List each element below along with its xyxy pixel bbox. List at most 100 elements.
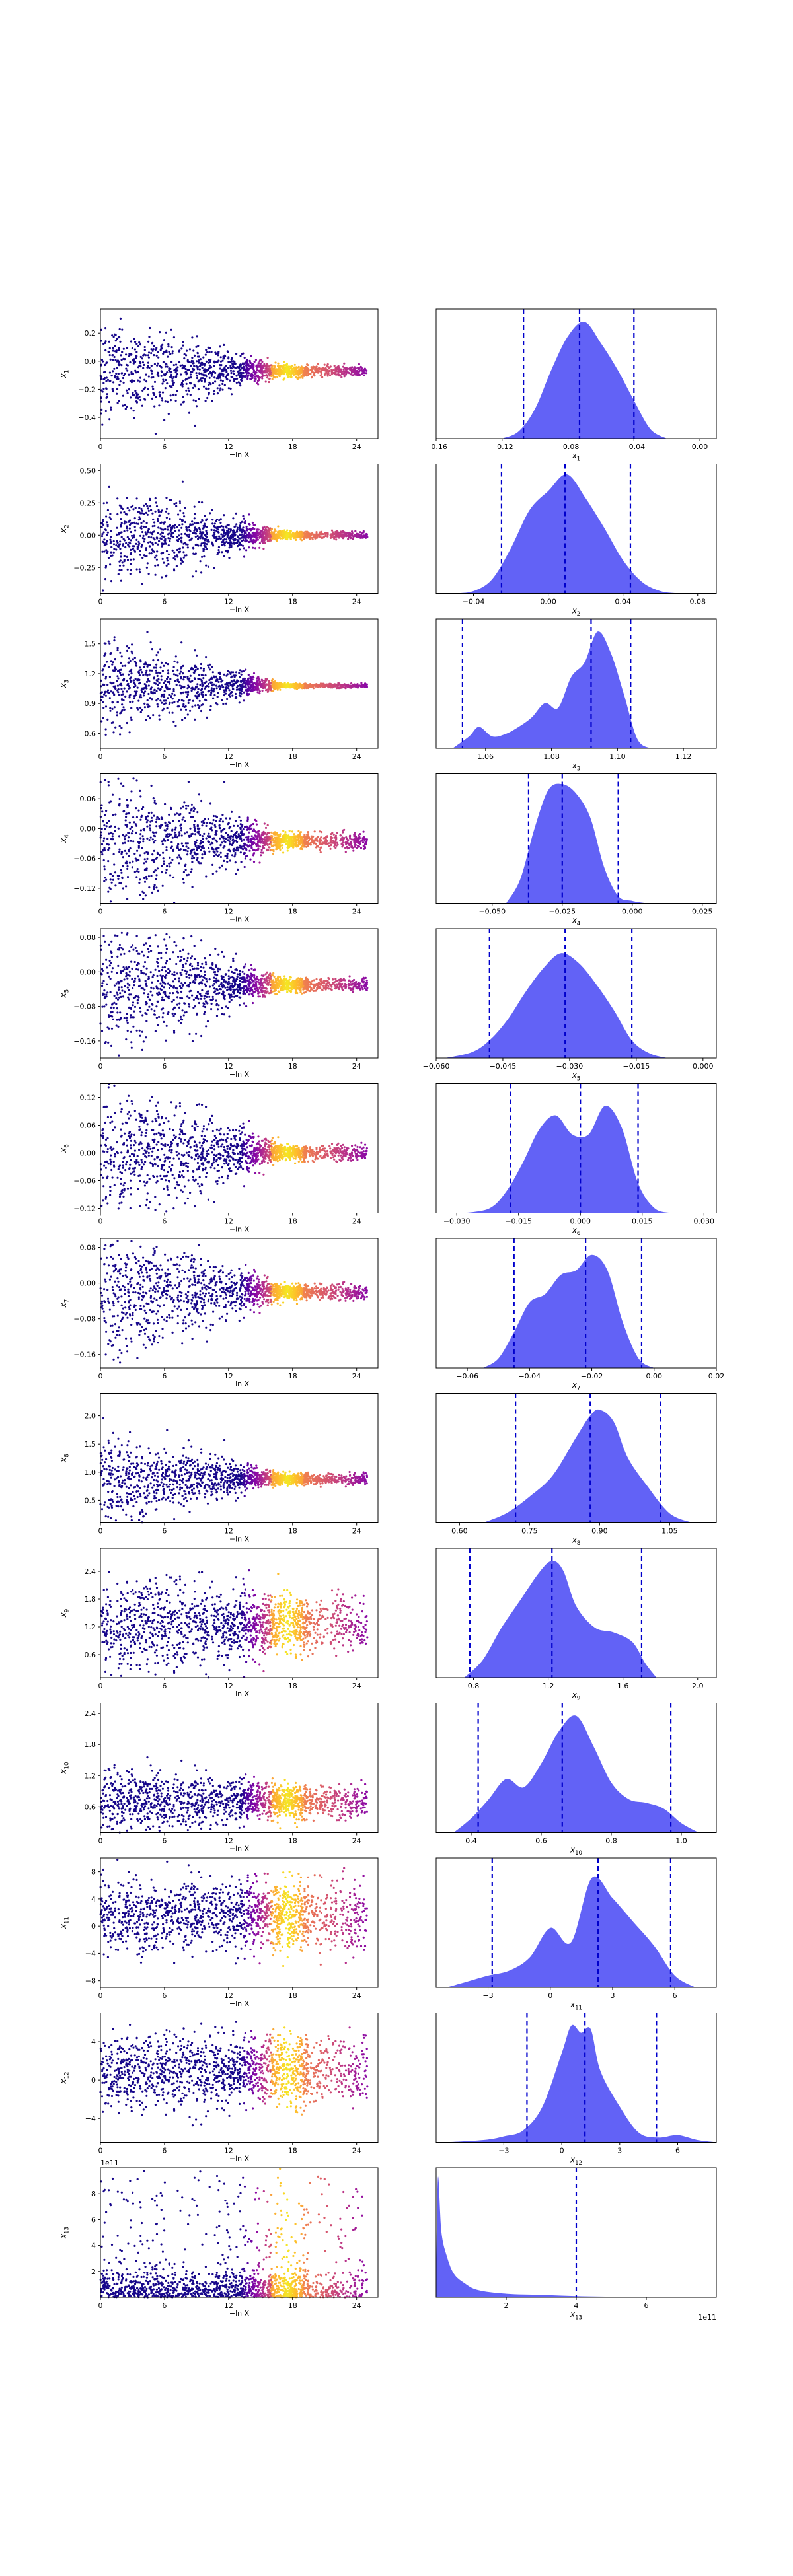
scatter-point <box>239 384 241 386</box>
scatter-point <box>230 528 232 530</box>
scatter-point <box>196 655 198 657</box>
scatter-point <box>312 366 314 368</box>
scatter-point <box>171 346 173 348</box>
y-tick-label: 0.50 <box>80 466 96 475</box>
scatter-point <box>145 851 147 853</box>
scatter-point <box>267 527 269 529</box>
scatter-point <box>204 363 206 365</box>
scatter-point <box>203 555 205 557</box>
scatter-point <box>182 481 184 483</box>
scatter-point <box>204 546 206 548</box>
scatter-point <box>155 664 157 666</box>
scatter-point <box>206 519 208 520</box>
scatter-point <box>130 396 132 398</box>
scatter-point <box>283 686 285 688</box>
scatter-point <box>118 533 120 535</box>
scatter-point <box>180 347 182 349</box>
scatter-point <box>164 690 166 692</box>
scatter-point <box>321 376 323 378</box>
scatter-point <box>159 719 161 721</box>
scatter-point <box>361 373 363 375</box>
scatter-point <box>309 534 311 536</box>
scatter-point <box>208 666 209 668</box>
scatter-point <box>147 664 149 666</box>
x-axis-label: −ln X <box>229 450 250 459</box>
scatter-point <box>161 679 163 681</box>
scatter-point <box>126 526 128 528</box>
scatter-point <box>135 355 137 357</box>
scatter-point <box>252 527 254 529</box>
scatter-point <box>241 521 243 523</box>
scatter-point <box>145 547 147 549</box>
scatter-point <box>114 871 116 873</box>
scatter-point <box>202 532 204 534</box>
scatter-point <box>101 691 103 693</box>
scatter-point <box>256 691 258 693</box>
scatter-point <box>172 550 174 552</box>
scatter-point <box>154 884 156 886</box>
scatter-point <box>286 366 288 368</box>
scatter-point <box>133 380 135 382</box>
scatter-point <box>104 692 106 694</box>
scatter-point <box>115 340 117 341</box>
scatter-point <box>140 356 142 358</box>
scatter-point <box>179 548 181 550</box>
scatter-point <box>197 704 199 706</box>
scatter-point <box>302 367 304 369</box>
scatter-point <box>135 343 137 345</box>
scatter-point <box>139 571 141 573</box>
scatter-point <box>323 684 325 686</box>
scatter-point <box>194 649 196 651</box>
scatter-point <box>127 840 129 842</box>
scatter-point <box>180 404 182 406</box>
scatter-point <box>193 672 195 674</box>
scatter-point <box>241 693 243 695</box>
scatter-point <box>198 688 200 690</box>
scatter-point <box>322 533 324 535</box>
scatter-point <box>182 672 184 674</box>
scatter-panel-1: 0 6 12 18 24−ln X0.20.0−0.2−0.4x1 <box>59 309 378 459</box>
scatter-point <box>179 510 181 512</box>
scatter-point <box>206 543 208 545</box>
scatter-point <box>186 383 188 385</box>
scatter-point <box>165 363 167 365</box>
scatter-point <box>197 366 199 368</box>
scatter-point <box>254 688 256 690</box>
scatter-point <box>106 396 108 398</box>
scatter-point <box>319 533 321 535</box>
scatter-point <box>147 704 149 706</box>
scatter-point <box>188 670 190 672</box>
scatter-point <box>130 719 132 721</box>
scatter-point <box>187 691 189 693</box>
scatter-point <box>217 354 219 356</box>
scatter-point <box>138 341 140 343</box>
scatter-point <box>213 694 215 696</box>
scatter-point <box>267 540 269 542</box>
scatter-point <box>330 534 332 536</box>
scatter-point <box>145 380 147 382</box>
scatter-point <box>175 674 177 676</box>
scatter-point <box>175 394 177 396</box>
scatter-point <box>119 328 121 330</box>
scatter-point <box>109 539 111 541</box>
scatter-point <box>210 694 212 696</box>
scatter-point <box>194 833 196 835</box>
scatter-point <box>152 392 154 394</box>
scatter-point <box>145 861 147 863</box>
y-tick-label: 0.9 <box>85 699 96 708</box>
scatter-point <box>101 424 103 426</box>
scatter-point <box>167 697 169 699</box>
scatter-point <box>179 551 181 553</box>
scatter-point <box>151 670 153 672</box>
scatter-point <box>163 339 165 341</box>
scatter-point <box>113 686 115 688</box>
scatter-point <box>106 393 108 395</box>
scatter-point <box>165 365 167 367</box>
scatter-point <box>347 538 349 540</box>
scatter-point <box>235 353 237 355</box>
scatter-point <box>194 719 196 721</box>
scatter-point <box>205 686 207 688</box>
scatter-point <box>153 521 155 523</box>
scatter-point <box>330 369 332 371</box>
scatter-point <box>265 536 267 538</box>
